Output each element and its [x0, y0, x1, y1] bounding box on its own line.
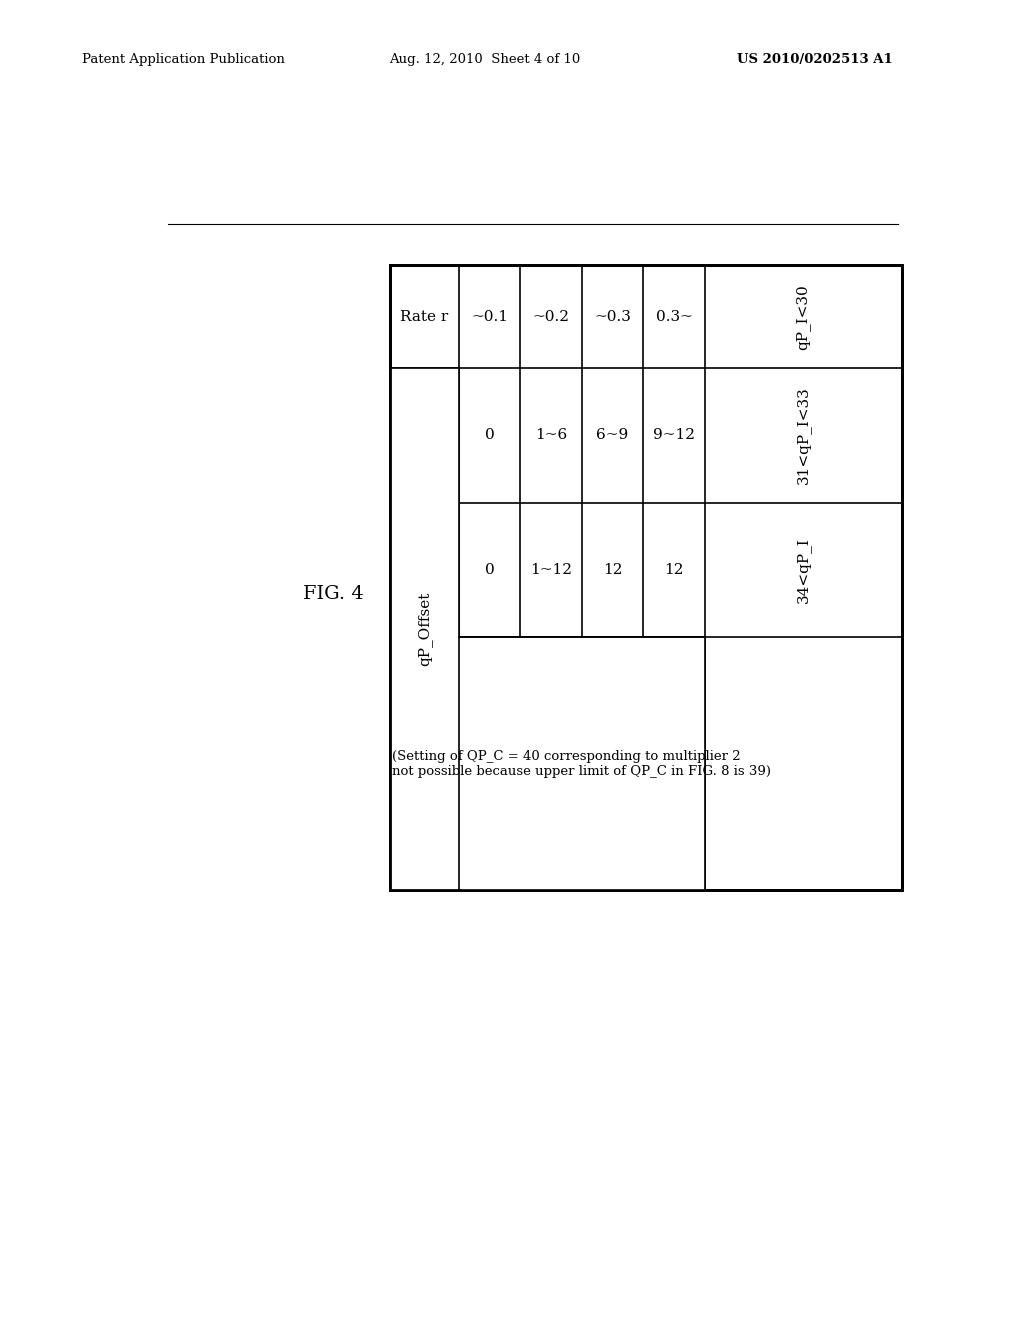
- Text: FIG. 4: FIG. 4: [303, 585, 364, 603]
- Text: 9~12: 9~12: [653, 429, 695, 442]
- Text: qP_I<30: qP_I<30: [796, 284, 811, 350]
- FancyBboxPatch shape: [390, 368, 459, 890]
- Text: Patent Application Publication: Patent Application Publication: [82, 53, 285, 66]
- Text: ~0.3: ~0.3: [594, 310, 631, 323]
- Text: (Setting of QP_C = 40 corresponding to multiplier 2
not possible because upper l: (Setting of QP_C = 40 corresponding to m…: [392, 750, 771, 777]
- Text: 0: 0: [484, 429, 495, 442]
- Text: ~0.1: ~0.1: [471, 310, 508, 323]
- Text: Aug. 12, 2010  Sheet 4 of 10: Aug. 12, 2010 Sheet 4 of 10: [389, 53, 581, 66]
- Text: ~0.2: ~0.2: [532, 310, 569, 323]
- Text: qP_Offset: qP_Offset: [417, 593, 432, 667]
- Text: 0.3~: 0.3~: [655, 310, 692, 323]
- Text: 1~6: 1~6: [535, 429, 567, 442]
- Text: 31<qP_I<33: 31<qP_I<33: [796, 387, 811, 484]
- FancyBboxPatch shape: [390, 638, 705, 890]
- Text: US 2010/0202513 A1: US 2010/0202513 A1: [737, 53, 893, 66]
- Text: 12: 12: [665, 562, 684, 577]
- Text: 12: 12: [603, 562, 623, 577]
- Text: 6~9: 6~9: [596, 429, 629, 442]
- Text: 34<qP_I: 34<qP_I: [796, 537, 811, 603]
- Text: 0: 0: [484, 562, 495, 577]
- Text: Rate r: Rate r: [400, 310, 449, 323]
- Text: 1~12: 1~12: [530, 562, 572, 577]
